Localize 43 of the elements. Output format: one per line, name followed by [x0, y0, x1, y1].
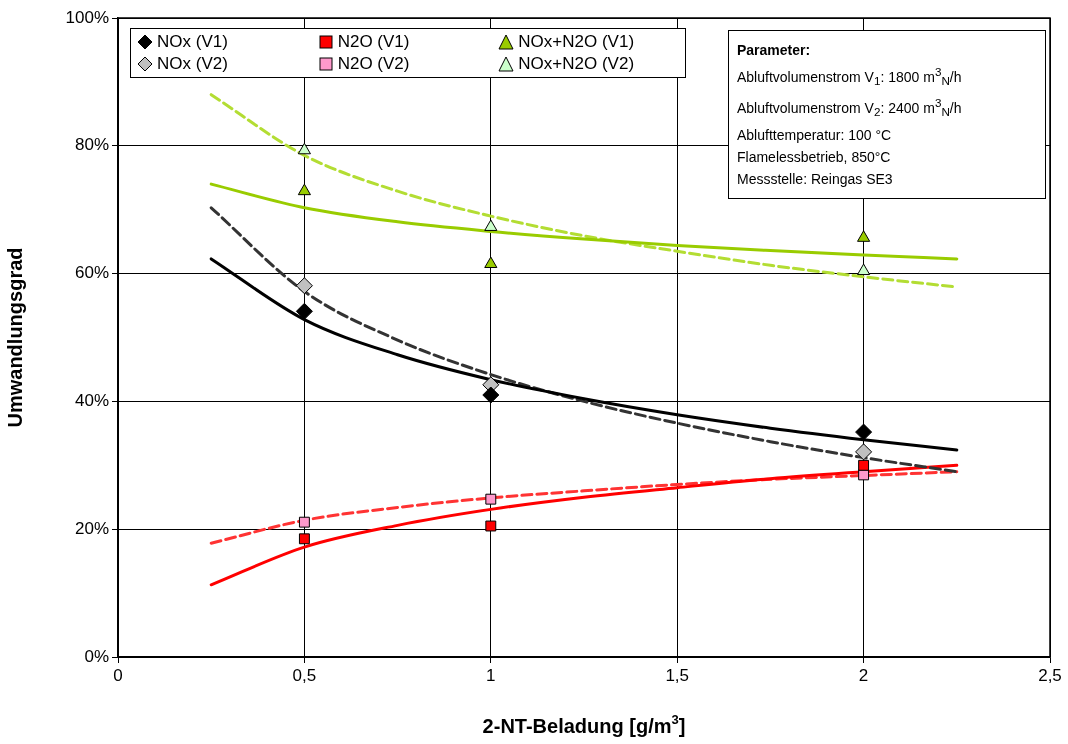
annotation: Flamelessbetrieb, 850°C: [737, 147, 892, 167]
point: [484, 219, 498, 231]
y-tick-label: 40%: [74, 391, 109, 411]
point: [298, 533, 310, 545]
line-series: [209, 206, 959, 474]
y-tick-label: 0%: [84, 646, 109, 666]
y-tick-label: 80%: [74, 135, 109, 155]
y-axis-title: Umwandlungsgrad: [3, 247, 26, 428]
point: [857, 263, 871, 276]
legend-label: NOx+N2O (V2): [518, 54, 635, 74]
point: [855, 443, 873, 461]
point: [485, 520, 497, 532]
point: [858, 459, 870, 471]
x-tick-label: 1: [486, 665, 496, 685]
point: [484, 256, 498, 269]
legend-label: NOx (V1): [157, 32, 228, 52]
x-tick-label: 0,5: [292, 665, 317, 685]
x-tick-label: 0: [113, 665, 123, 685]
y-tick-label: 20%: [74, 518, 109, 538]
point: [482, 386, 500, 404]
legend-label: NOx+N2O (V1): [518, 32, 635, 52]
y-tick-label: 100%: [65, 7, 109, 27]
annotation: Parameter:: [737, 41, 812, 60]
annotation: Abluftvolumenstrom V$_{2}$: 2400 m$^{3}$$_{N}$/h: [737, 95, 963, 121]
point: [485, 493, 497, 505]
point: [297, 183, 311, 196]
y-tick-label: 60%: [74, 263, 109, 283]
point: [298, 516, 310, 528]
line-series: [209, 470, 959, 545]
point: [295, 302, 313, 320]
point: [857, 230, 871, 242]
x-tick-label: 1,5: [665, 665, 690, 685]
point: [855, 423, 873, 441]
annotation: Messstelle: Reingas SE3: [737, 169, 894, 189]
legend-label: NOx (V2): [157, 54, 228, 74]
annotation: Ablufttemperatur: 100 °C: [737, 125, 893, 145]
x-tick-label: 2,5: [1038, 665, 1062, 685]
annotation: Abluftvolumenstrom V$_{1}$: 1800 m$^{3}$$_{N}$/h: [737, 64, 963, 90]
x-tick-label: 2: [858, 665, 869, 685]
point: [295, 277, 313, 295]
legend-label: N2O (V1): [337, 32, 410, 52]
point: [297, 142, 311, 155]
legend-label: N2O (V2): [337, 54, 410, 74]
